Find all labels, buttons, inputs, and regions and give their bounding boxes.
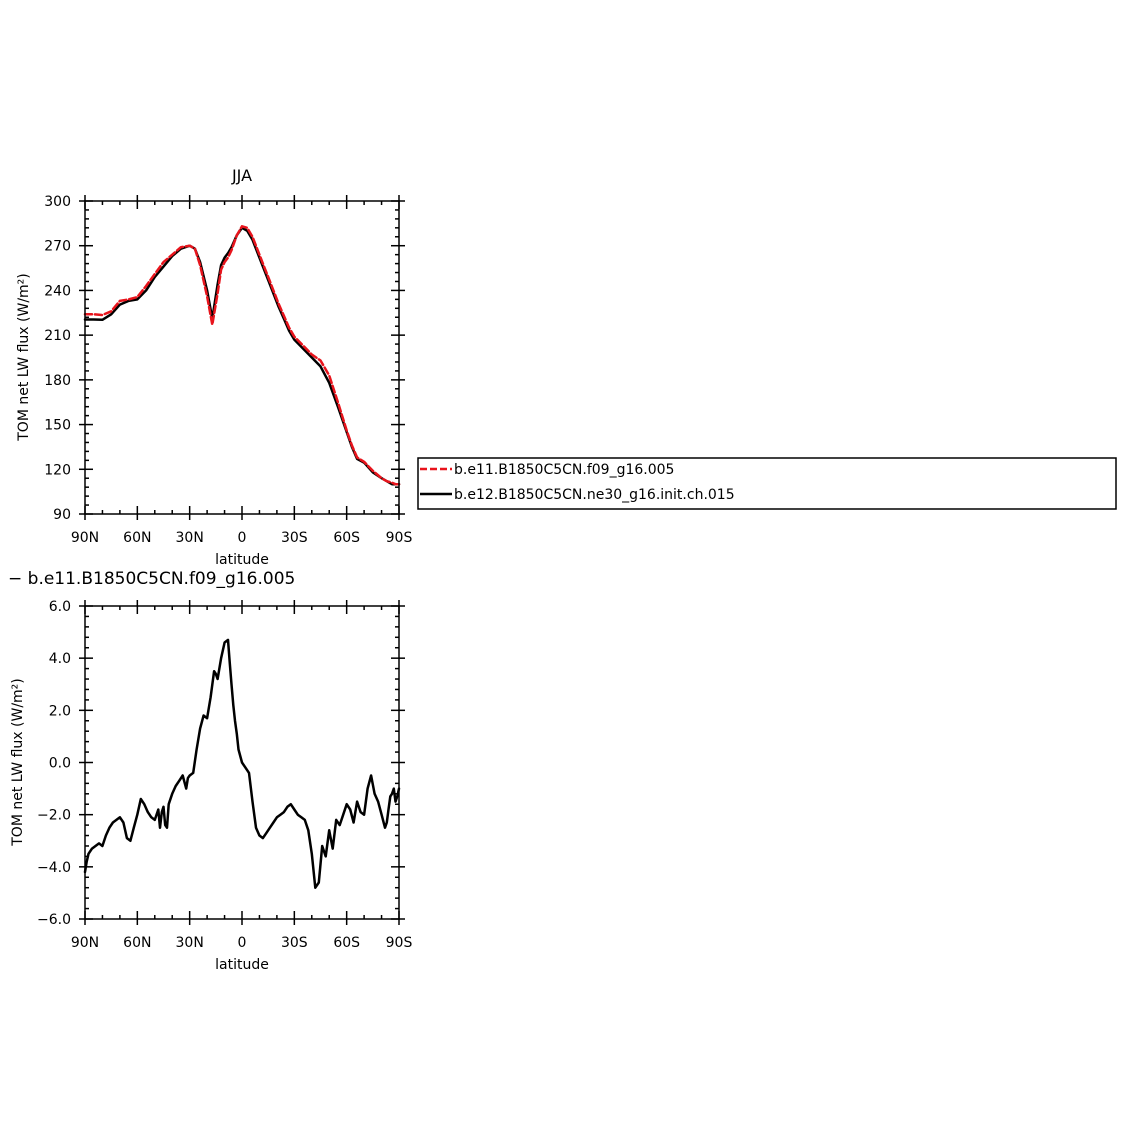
y-tick-label: −6.0 [37,912,71,928]
y-tick-label: 90 [53,507,71,523]
top-y-axis-label: TOM net LW flux (W/m²) [16,273,32,442]
x-tick-label: 90N [71,935,99,951]
x-tick-label: 0 [238,530,247,546]
bottom-axis-ticks: 90N 60N 30N 0 30S 60S 90S −6.0 −4.0 −2.0 0.0 2.0 4.0… [37,599,412,951]
legend-entry-2: b.e12.B1850C5CN.ne30_g16.init.ch.015 [454,487,735,503]
y-tick-label: 120 [44,462,71,478]
y-tick-label: 270 [44,239,71,255]
series-line-0 [83,638,401,889]
y-tick-label: 6.0 [49,599,71,615]
y-tick-label: 300 [44,194,71,210]
top-panel-title: JJA [231,166,252,185]
x-tick-label: 0 [238,935,247,951]
bottom-panel: − b.e11.B1850C5CN.f09_g16.005 90N 60N 30N 0… [8,569,412,973]
x-tick-label: 60S [333,530,360,546]
x-tick-label: 90S [386,530,413,546]
y-tick-label: 240 [44,283,71,299]
y-tick-label: 4.0 [49,651,71,667]
x-tick-label: 30N [176,935,204,951]
x-tick-label: 90S [386,935,413,951]
x-tick-label: 90N [71,530,99,546]
x-tick-label: 30S [281,935,308,951]
y-tick-label: 150 [44,418,71,434]
x-tick-label: 60S [333,935,360,951]
series-line-0 [83,225,401,486]
x-tick-label: 30N [176,530,204,546]
top-x-axis-label: latitude [215,552,269,568]
y-tick-label: 0.0 [49,756,71,772]
bottom-panel-title: − b.e11.B1850C5CN.f09_g16.005 [8,569,295,589]
legend: b.e11.B1850C5CN.f09_g16.005 b.e12.B1850C… [417,457,1117,510]
top-plot-frame [84,200,400,515]
x-tick-label: 60N [123,530,151,546]
x-tick-label: 30S [281,530,308,546]
legend-box [417,457,1117,510]
y-tick-label: 180 [44,373,71,389]
legend-entry-1: b.e11.B1850C5CN.f09_g16.005 [454,462,674,478]
y-tick-label: 2.0 [49,703,71,719]
top-panel: JJA 90N 60N 30N 0 30S 60S 90S 90 120 150 180 210 240… [16,166,412,568]
x-tick-label: 60N [123,935,151,951]
bottom-y-axis-label: TOM net LW flux (W/m²) [10,678,26,847]
bottom-x-axis-label: latitude [215,957,269,973]
top-plot-area [83,225,401,486]
top-axis-ticks: 90N 60N 30N 0 30S 60S 90S 90 120 150 180 210 240 270 3… [44,194,412,546]
y-tick-label: −2.0 [37,808,71,824]
bottom-plot-frame [84,605,400,920]
y-tick-label: −4.0 [37,860,71,876]
y-tick-label: 210 [44,328,71,344]
bottom-plot-area [83,638,401,889]
